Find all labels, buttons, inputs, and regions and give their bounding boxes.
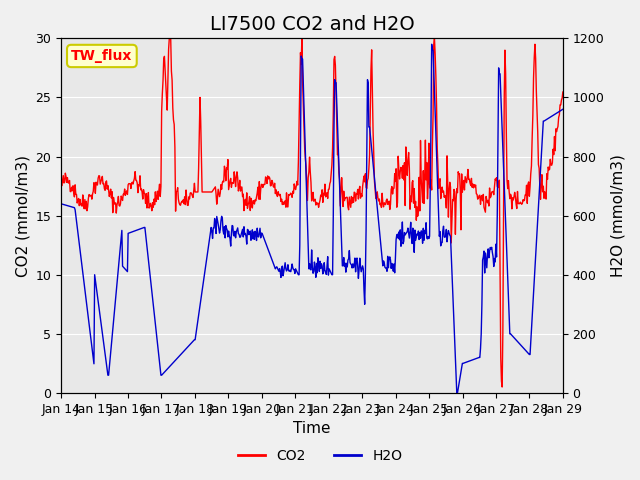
X-axis label: Time: Time <box>293 421 331 436</box>
Legend: CO2, H2O: CO2, H2O <box>232 443 408 468</box>
Y-axis label: CO2 (mmol/m3): CO2 (mmol/m3) <box>15 155 30 276</box>
Text: TW_flux: TW_flux <box>71 49 132 63</box>
Y-axis label: H2O (mmol/m3): H2O (mmol/m3) <box>610 154 625 277</box>
Title: LI7500 CO2 and H2O: LI7500 CO2 and H2O <box>210 15 414 34</box>
